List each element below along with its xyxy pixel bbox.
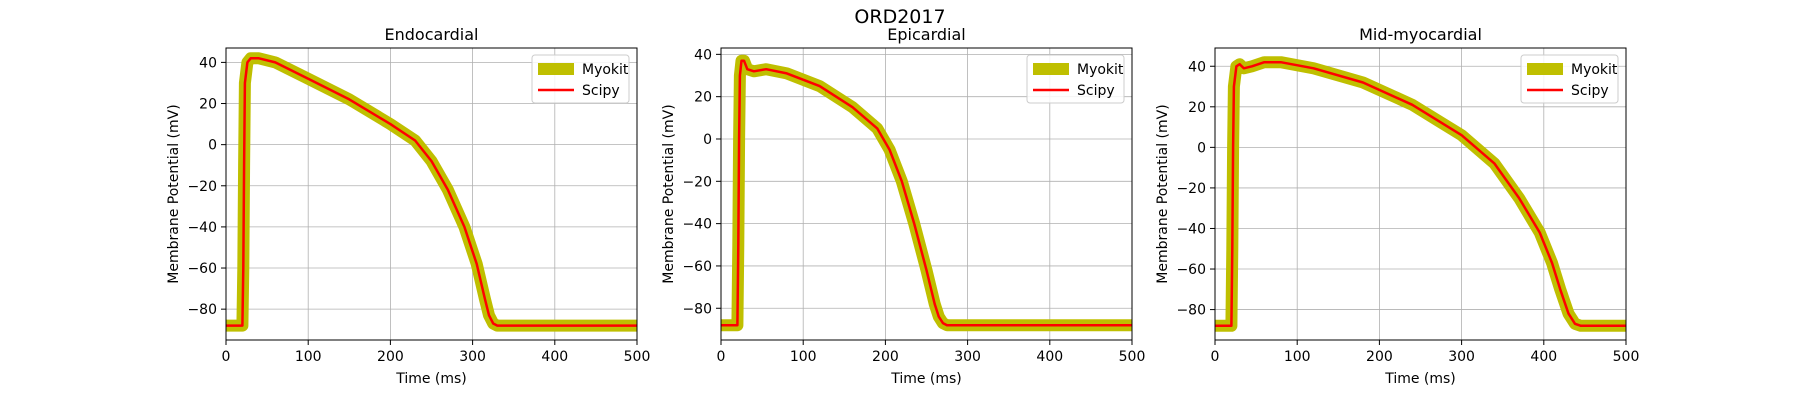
y-axis-label: Membrane Potential (mV) bbox=[661, 104, 677, 283]
y-tick-label: −20 bbox=[1176, 181, 1206, 197]
x-tick-label: 200 bbox=[377, 349, 404, 365]
y-tick-label: −20 bbox=[187, 179, 217, 195]
x-axis-label: Time (ms) bbox=[1384, 371, 1456, 387]
legend-label-myokit: Myokit bbox=[582, 62, 629, 78]
y-tick-label: 20 bbox=[199, 97, 217, 113]
chart-panel-1: 0 100 200 300 400 500 −80 −60 −40 −20 0 20 40 Endocar… bbox=[166, 25, 650, 387]
legend-label-myokit: Myokit bbox=[1077, 62, 1124, 78]
chart-title: Endocardial bbox=[385, 25, 479, 44]
x-tick-label: 500 bbox=[624, 349, 651, 365]
y-tick-label: −60 bbox=[187, 261, 217, 277]
y-tick-label: −80 bbox=[682, 301, 712, 317]
y-tick-label: 40 bbox=[199, 55, 217, 71]
y-tick-label: −60 bbox=[682, 259, 712, 275]
axes-frame bbox=[1214, 47, 1627, 341]
legend: Myokit Scipy bbox=[531, 54, 630, 104]
figure-suptitle: ORD2017 bbox=[854, 6, 945, 28]
chart-title: Mid-myocardial bbox=[1359, 25, 1482, 44]
y-tick-label: −20 bbox=[682, 174, 712, 190]
chart-panel-2: 0 100 200 300 400 500 −80 −60 −40 −20 0 20 40 Epicard… bbox=[661, 25, 1145, 387]
y-tick-label: −80 bbox=[187, 302, 217, 318]
y-tick-label: −80 bbox=[1176, 303, 1206, 319]
x-tick-label: 0 bbox=[717, 349, 726, 365]
x-tick-label: 100 bbox=[295, 349, 322, 365]
x-tick-label: 0 bbox=[222, 349, 231, 365]
legend-label-scipy: Scipy bbox=[582, 83, 620, 99]
legend: Myokit Scipy bbox=[1026, 54, 1125, 104]
x-tick-label: 200 bbox=[872, 349, 899, 365]
axes-frame bbox=[225, 47, 638, 341]
y-tick-label: −60 bbox=[1176, 262, 1206, 278]
y-tick-label: 40 bbox=[1188, 59, 1206, 75]
y-tick-label: −40 bbox=[1176, 221, 1206, 237]
y-tick-label: 0 bbox=[208, 138, 217, 154]
y-tick-label: −40 bbox=[187, 220, 217, 236]
y-tick-label: 20 bbox=[1188, 100, 1206, 116]
series-line-scipy bbox=[226, 57, 637, 327]
x-tick-label: 300 bbox=[954, 349, 981, 365]
x-tick-label: 0 bbox=[1211, 349, 1220, 365]
legend: Myokit Scipy bbox=[1520, 54, 1619, 104]
y-axis-label: Membrane Potential (mV) bbox=[1155, 104, 1171, 283]
series-line-scipy bbox=[721, 59, 1132, 327]
x-tick-label: 500 bbox=[1613, 349, 1640, 365]
x-tick-label: 500 bbox=[1119, 349, 1146, 365]
x-axis-label: Time (ms) bbox=[890, 371, 962, 387]
x-tick-label: 100 bbox=[790, 349, 817, 365]
y-tick-label: 0 bbox=[1197, 140, 1206, 156]
legend-label-myokit: Myokit bbox=[1571, 62, 1618, 78]
y-tick-label: 20 bbox=[694, 90, 712, 106]
y-axis-label: Membrane Potential (mV) bbox=[166, 104, 182, 283]
series-line-scipy bbox=[1215, 60, 1626, 328]
x-axis-label: Time (ms) bbox=[395, 371, 467, 387]
x-tick-label: 100 bbox=[1284, 349, 1311, 365]
x-tick-label: 400 bbox=[1530, 349, 1557, 365]
y-tick-label: −40 bbox=[682, 217, 712, 233]
x-tick-label: 400 bbox=[1036, 349, 1063, 365]
y-tick-label: 40 bbox=[694, 47, 712, 63]
x-tick-label: 300 bbox=[1448, 349, 1475, 365]
x-tick-label: 300 bbox=[459, 349, 486, 365]
x-tick-label: 200 bbox=[1366, 349, 1393, 365]
y-tick-label: 0 bbox=[703, 132, 712, 148]
chart-title: Epicardial bbox=[887, 25, 965, 44]
chart-panel-3: 0 100 200 300 400 500 −80 −60 −40 −20 0 20 40 Mid-myo… bbox=[1155, 25, 1639, 387]
legend-label-scipy: Scipy bbox=[1077, 83, 1115, 99]
axes-frame bbox=[720, 47, 1133, 341]
legend-label-scipy: Scipy bbox=[1571, 83, 1609, 99]
x-tick-label: 400 bbox=[541, 349, 568, 365]
